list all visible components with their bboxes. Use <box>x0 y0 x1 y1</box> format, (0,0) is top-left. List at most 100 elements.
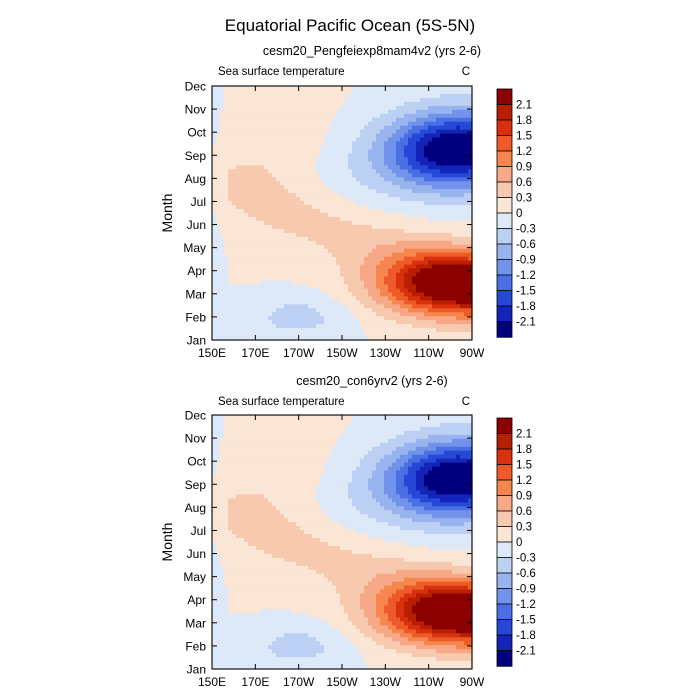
sst-cell <box>228 216 233 222</box>
sst-cell <box>332 236 337 242</box>
sst-cell <box>284 173 289 178</box>
sst-cell <box>244 133 249 139</box>
sst-cell <box>372 328 377 333</box>
sst-cell <box>232 320 237 325</box>
sst-cell <box>360 133 365 139</box>
sst-cell <box>268 189 273 194</box>
sst-cell <box>320 296 325 301</box>
sst-cell <box>440 236 445 242</box>
sst-cell <box>236 236 241 242</box>
sst-cell <box>296 292 301 297</box>
sst-cell <box>236 133 241 139</box>
sst-cell <box>416 173 421 178</box>
sst-cell <box>336 244 341 250</box>
sst-cell <box>260 197 265 202</box>
sst-cell <box>420 141 425 147</box>
sst-cell <box>264 93 269 99</box>
sst-cell <box>416 288 421 293</box>
sst-cell <box>368 332 373 337</box>
sst-cell <box>220 653 225 658</box>
sst-cell <box>396 236 401 242</box>
sst-cell <box>240 561 245 567</box>
sst-cell <box>316 316 321 321</box>
sst-cell <box>268 216 273 222</box>
sst-cell <box>428 292 433 297</box>
sst-cell <box>412 89 417 95</box>
sst-cell <box>284 141 289 147</box>
sst-cell <box>388 228 393 234</box>
sst-cell <box>348 113 353 119</box>
sst-cell <box>296 276 301 282</box>
sst-cell <box>420 280 425 286</box>
sst-cell <box>308 268 313 274</box>
sst-cell <box>376 232 381 238</box>
sst-cell <box>360 328 365 333</box>
sst-cell <box>368 213 373 218</box>
sst-cell <box>432 264 437 270</box>
sst-cell <box>256 336 261 341</box>
sst-cell <box>448 86 453 91</box>
sst-cell <box>236 454 241 460</box>
sst-cell <box>240 426 245 432</box>
sst-cell <box>448 145 453 151</box>
sst-cell <box>344 129 349 135</box>
sst-cell <box>452 165 457 170</box>
sst-cell <box>456 248 461 254</box>
sst-cell <box>448 101 453 107</box>
sst-cell <box>376 209 381 214</box>
sst-cell <box>396 320 401 325</box>
sst-cell <box>376 169 381 174</box>
sst-cell <box>224 534 229 539</box>
sst-cell <box>360 93 365 99</box>
sst-cell <box>240 93 245 99</box>
sst-cell <box>216 97 221 103</box>
sst-cell <box>380 220 385 226</box>
sst-cell <box>348 268 353 274</box>
sst-cell <box>276 89 281 95</box>
sst-cell <box>408 193 413 198</box>
sst-cell <box>236 653 241 658</box>
sst-cell <box>240 201 245 206</box>
sst-cell <box>216 256 221 262</box>
sst-cell <box>284 185 289 190</box>
sst-cell <box>444 169 449 174</box>
sst-cell <box>252 209 257 214</box>
sst-cell <box>468 328 473 333</box>
sst-cell <box>212 264 217 270</box>
sst-cell <box>220 197 225 202</box>
sst-cell <box>420 165 425 170</box>
sst-cell <box>468 252 473 258</box>
sst-cell <box>356 252 361 258</box>
sst-cell <box>352 193 357 198</box>
sst-cell <box>244 573 249 579</box>
sst-cell <box>468 288 473 293</box>
sst-cell <box>248 466 253 472</box>
sst-cell <box>324 113 329 119</box>
sst-cell <box>236 157 241 163</box>
sst-cell <box>380 268 385 274</box>
sst-cell <box>364 177 369 182</box>
sst-cell <box>396 300 401 305</box>
sst-cell <box>432 220 437 226</box>
sst-cell <box>460 304 465 309</box>
sst-cell <box>388 105 393 111</box>
sst-cell <box>264 113 269 119</box>
sst-cell <box>348 177 353 182</box>
colorbar-label: -1.5 <box>516 286 536 298</box>
sst-cell <box>460 89 465 95</box>
sst-cell <box>444 324 449 329</box>
sst-cell <box>416 86 421 91</box>
sst-cell <box>400 316 405 321</box>
sst-cell <box>444 205 449 210</box>
sst-cell <box>212 300 217 305</box>
sst-cell <box>260 312 265 317</box>
sst-cell <box>288 292 293 297</box>
sst-cell <box>424 137 429 143</box>
sst-cell <box>392 141 397 147</box>
sst-cell <box>372 324 377 329</box>
sst-cell <box>336 169 341 174</box>
sst-cell <box>248 244 253 250</box>
sst-cell <box>276 320 281 325</box>
sst-cell <box>364 308 369 313</box>
sst-cell <box>380 336 385 341</box>
